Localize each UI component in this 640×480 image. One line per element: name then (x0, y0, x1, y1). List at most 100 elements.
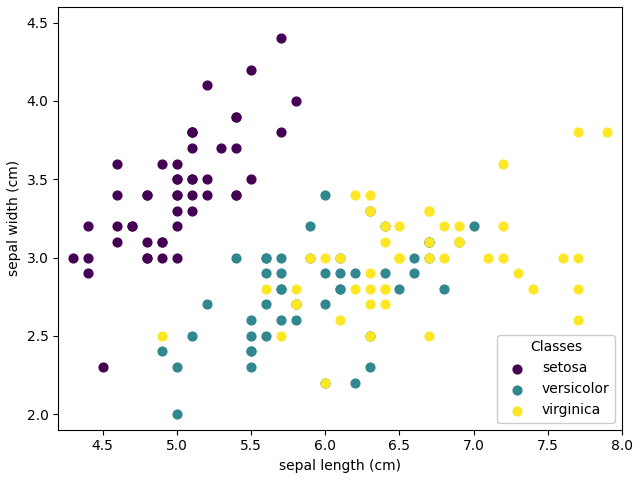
versicolor (276, 269, 286, 277)
setosa (186, 175, 196, 183)
versicolor (260, 300, 271, 308)
virginica (320, 253, 330, 261)
versicolor (394, 285, 404, 293)
versicolor (157, 348, 167, 355)
setosa (172, 191, 182, 199)
versicolor (320, 269, 330, 277)
setosa (113, 238, 123, 246)
virginica (424, 207, 435, 215)
virginica (335, 316, 345, 324)
virginica (380, 285, 390, 293)
versicolor (424, 238, 435, 246)
setosa (127, 222, 138, 230)
virginica (513, 269, 524, 277)
versicolor (350, 269, 360, 277)
virginica (365, 207, 375, 215)
virginica (394, 253, 404, 261)
X-axis label: sepal length (cm): sepal length (cm) (279, 459, 401, 473)
virginica (365, 269, 375, 277)
virginica (498, 222, 508, 230)
virginica (557, 253, 568, 261)
versicolor (276, 253, 286, 261)
setosa (172, 191, 182, 199)
virginica (394, 253, 404, 261)
setosa (172, 253, 182, 261)
setosa (97, 363, 108, 371)
virginica (305, 253, 316, 261)
versicolor (246, 348, 256, 355)
setosa (186, 175, 196, 183)
virginica (439, 222, 449, 230)
virginica (291, 300, 301, 308)
setosa (172, 160, 182, 168)
virginica (365, 285, 375, 293)
versicolor (350, 379, 360, 386)
setosa (231, 113, 241, 120)
versicolor (246, 348, 256, 355)
virginica (291, 300, 301, 308)
setosa (172, 207, 182, 215)
versicolor (365, 363, 375, 371)
setosa (202, 191, 212, 199)
versicolor (291, 300, 301, 308)
setosa (202, 82, 212, 89)
setosa (186, 144, 196, 152)
setosa (186, 128, 196, 136)
virginica (350, 191, 360, 199)
setosa (142, 191, 152, 199)
virginica (528, 285, 538, 293)
setosa (142, 253, 152, 261)
virginica (394, 253, 404, 261)
setosa (202, 175, 212, 183)
versicolor (454, 238, 464, 246)
virginica (291, 285, 301, 293)
setosa (231, 191, 241, 199)
versicolor (380, 269, 390, 277)
setosa (127, 222, 138, 230)
versicolor (320, 191, 330, 199)
virginica (365, 300, 375, 308)
versicolor (335, 269, 345, 277)
virginica (424, 207, 435, 215)
setosa (186, 191, 196, 199)
setosa (172, 222, 182, 230)
versicolor (276, 285, 286, 293)
virginica (572, 285, 582, 293)
setosa (276, 35, 286, 42)
virginica (572, 128, 582, 136)
virginica (380, 300, 390, 308)
versicolor (276, 316, 286, 324)
versicolor (231, 253, 241, 261)
virginica (424, 253, 435, 261)
setosa (113, 160, 123, 168)
setosa (113, 222, 123, 230)
virginica (380, 285, 390, 293)
virginica (498, 160, 508, 168)
setosa (157, 160, 167, 168)
virginica (454, 238, 464, 246)
versicolor (172, 363, 182, 371)
virginica (498, 253, 508, 261)
Y-axis label: sepal width (cm): sepal width (cm) (7, 160, 21, 276)
setosa (172, 175, 182, 183)
versicolor (468, 222, 479, 230)
versicolor (335, 285, 345, 293)
setosa (157, 238, 167, 246)
setosa (68, 253, 78, 261)
versicolor (335, 253, 345, 261)
versicolor (186, 332, 196, 340)
versicolor (335, 285, 345, 293)
versicolor (260, 253, 271, 261)
versicolor (305, 253, 316, 261)
setosa (83, 222, 93, 230)
virginica (350, 285, 360, 293)
setosa (186, 207, 196, 215)
virginica (454, 238, 464, 246)
setosa (157, 238, 167, 246)
virginica (260, 285, 271, 293)
setosa (291, 97, 301, 105)
setosa (142, 253, 152, 261)
virginica (439, 253, 449, 261)
setosa (231, 144, 241, 152)
versicolor (246, 332, 256, 340)
